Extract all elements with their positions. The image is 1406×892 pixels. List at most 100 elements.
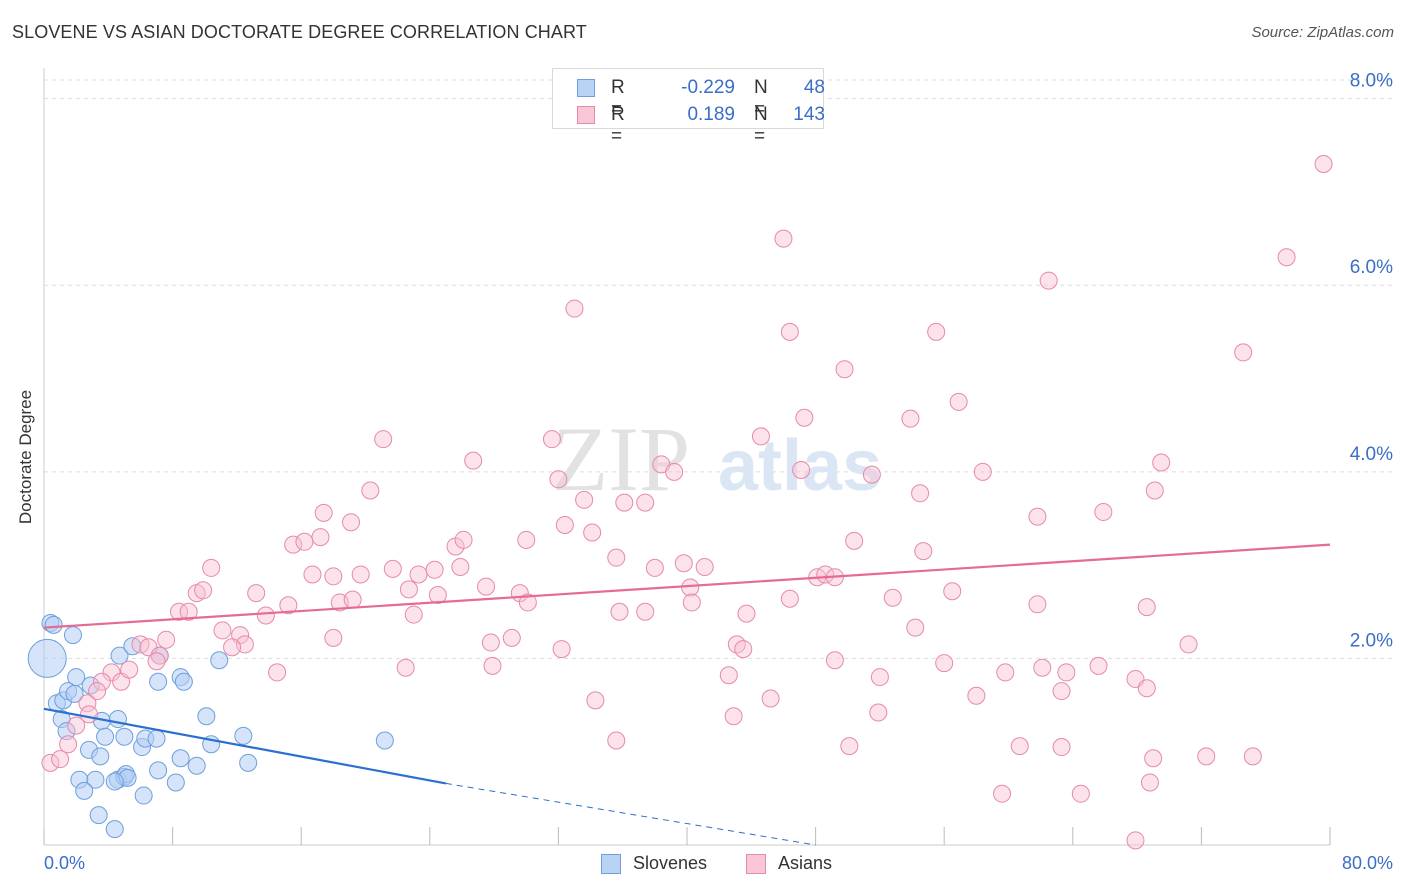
legend-swatch-asians [746, 854, 766, 874]
y-axis-title: Doctorate Degree [16, 389, 35, 525]
asian-point [610, 602, 629, 621]
slovene-point [105, 820, 124, 839]
asian-point [906, 618, 925, 637]
slovene-point [44, 615, 63, 634]
slovene-point [187, 756, 206, 775]
asian-point [477, 577, 496, 596]
watermark-zip: ZIP [552, 408, 690, 510]
source-label: Source: ZipAtlas.com [1251, 24, 1394, 41]
asian-point [583, 523, 602, 542]
asian-point [120, 660, 139, 679]
y-tick-label: 6.0% [1350, 257, 1393, 278]
asian-point [1152, 453, 1171, 472]
asian-point [92, 672, 111, 691]
asian-point [314, 503, 333, 522]
asian-point [695, 557, 714, 576]
correlation-legend: R = -0.229 N = 48 R = 0.189 N = 143 [552, 68, 825, 147]
x-tick-label: 0.0% [44, 853, 85, 873]
slovene-point [239, 753, 258, 772]
asian-point [615, 493, 634, 512]
asian-point [1277, 248, 1296, 267]
asian-point [481, 633, 500, 652]
asian-point [737, 604, 756, 623]
asian-point [464, 451, 483, 470]
y-tick-label: 8.0% [1350, 71, 1393, 92]
asian-point [973, 462, 992, 481]
asian-point [1243, 747, 1262, 766]
points-layer [27, 154, 1333, 850]
legend-swatch-slovenes [601, 854, 621, 874]
asian-point [719, 666, 738, 685]
n-value-slovenes: 48 [803, 77, 825, 98]
watermark: ZIP atlas [552, 408, 882, 510]
asian-point [202, 558, 221, 577]
slovene-point [166, 773, 185, 792]
asian-point [565, 299, 584, 318]
asian-point [223, 638, 242, 657]
slovene-point [89, 806, 108, 825]
asian-point [795, 408, 814, 427]
y-tick-label: 2.0% [1350, 630, 1393, 651]
r-value-asians: 0.189 [687, 104, 735, 125]
chart-title: SLOVENE VS ASIAN DOCTORATE DEGREE CORREL… [12, 22, 587, 42]
asian-point [404, 605, 423, 624]
asian-point [1033, 658, 1052, 677]
asian-point [324, 628, 343, 647]
asian-point [780, 589, 799, 608]
asian-point [1144, 749, 1163, 768]
asian-point [170, 602, 189, 621]
asian-point [727, 635, 746, 654]
asian-point [256, 606, 275, 625]
asian-point [284, 535, 303, 554]
asian-point [1145, 481, 1164, 500]
legend-swatch-slovenes [577, 79, 595, 97]
asian-point [147, 652, 166, 671]
asian-point [774, 229, 793, 248]
slovene-point [110, 646, 129, 665]
asian-point [1039, 271, 1058, 290]
asian-point [996, 663, 1015, 682]
asian-point [247, 584, 266, 603]
asian-point [914, 542, 933, 561]
asian-point [792, 460, 811, 479]
asian-point [734, 640, 753, 659]
slovene-point [63, 626, 82, 645]
asian-point [840, 737, 859, 756]
asian-point [1179, 635, 1198, 654]
legend-label-asians: Asians [778, 853, 833, 873]
asian-point [607, 731, 626, 750]
legend-label-slovenes: Slovenes [633, 853, 708, 873]
asian-point [1314, 154, 1333, 173]
slovene-point [149, 761, 168, 780]
asian-point [869, 703, 888, 722]
slovene-point [134, 786, 153, 805]
asian-point [1126, 831, 1145, 850]
asian-point [1089, 656, 1108, 675]
asian-point [1094, 502, 1113, 521]
asian-point [1140, 773, 1159, 792]
asian-point [1057, 663, 1076, 682]
asian-point [351, 565, 370, 584]
asian-point [901, 409, 920, 428]
asian-point [645, 558, 664, 577]
slovene-point [105, 772, 124, 791]
asian-point [967, 686, 986, 705]
asian-point [862, 465, 881, 484]
slovene-point [108, 710, 127, 729]
asian-point [303, 565, 322, 584]
asian-point [213, 621, 232, 640]
asian-point [374, 430, 393, 449]
slovene-point [75, 781, 94, 800]
asian-point [586, 691, 605, 710]
n-value-asians: 143 [793, 104, 825, 125]
asian-point [343, 590, 362, 609]
asian-point [575, 490, 594, 509]
asian-point [311, 528, 330, 547]
slovene-point [375, 731, 394, 750]
slovene-point [197, 707, 216, 726]
watermark-atlas: atlas [718, 426, 882, 506]
asian-point [295, 532, 314, 551]
asian-point [636, 602, 655, 621]
asian-point [396, 658, 415, 677]
